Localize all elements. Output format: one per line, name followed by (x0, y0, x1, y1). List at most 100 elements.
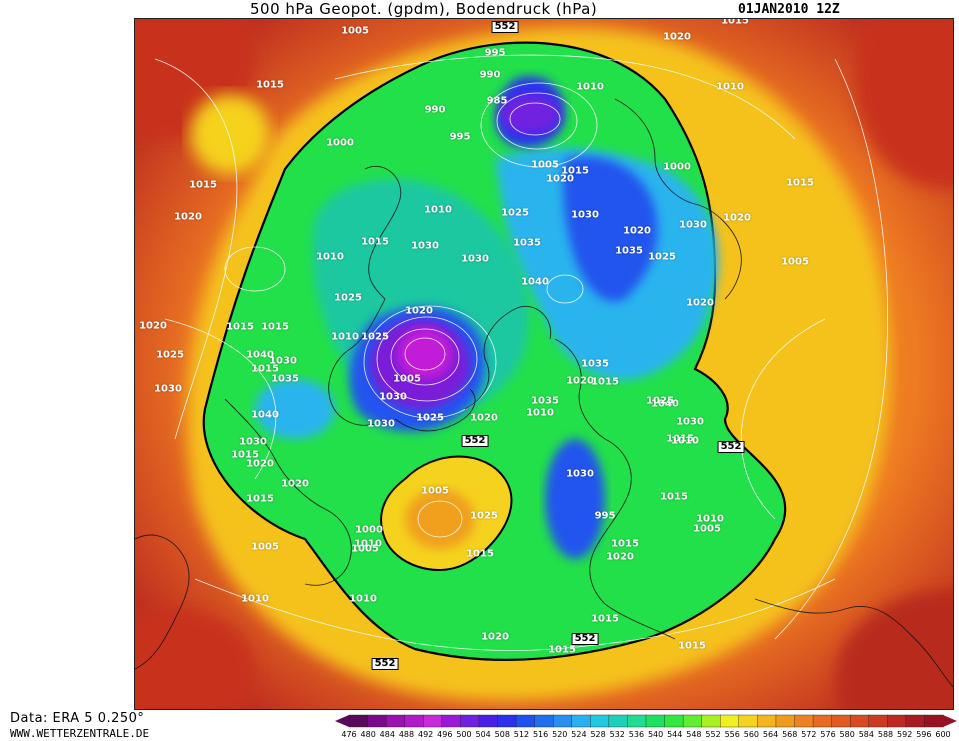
colorbar-swatch (831, 714, 851, 728)
colorbar-tick-label: 500 (456, 730, 471, 739)
website-link[interactable]: WWW.WETTERZENTRALE.DE (10, 727, 150, 740)
pressure-label: 1000 (326, 137, 354, 149)
isohypse-label-south: 552 (571, 633, 599, 645)
pressure-label: 1015 (261, 321, 289, 333)
colorbar-swatch (571, 714, 592, 728)
pressure-label: 1025 (648, 251, 676, 263)
pressure-label: 1030 (679, 219, 707, 231)
pressure-label: 1005 (251, 541, 279, 553)
colorbar-tick-label: 540 (648, 730, 663, 739)
pressure-label: 1020 (546, 173, 574, 185)
pressure-label: 1020 (481, 631, 509, 643)
colorbar-swatch (868, 714, 889, 728)
pressure-label: 995 (594, 510, 616, 522)
pressure-label: 1010 (354, 538, 382, 550)
pressure-label: 1015 (231, 449, 259, 461)
pressure-label: 1015 (361, 236, 389, 248)
pressure-label: 1005 (781, 256, 809, 268)
pressure-label: 995 (484, 47, 506, 59)
pressure-label: 1020 (405, 305, 433, 317)
pressure-label: 1025 (470, 510, 498, 522)
colorbar-tick-label: 568 (782, 730, 797, 739)
colorbar-swatch (534, 714, 554, 728)
colorbar-swatch (924, 714, 944, 728)
colorbar-swatch (701, 714, 721, 728)
isohypse-label-east: 552 (717, 441, 745, 453)
pressure-label: 1015 (721, 18, 749, 27)
colorbar-tick-label: 480 (361, 730, 376, 739)
pressure-label: 1020 (623, 225, 651, 237)
colorbar-tick-label: 484 (380, 730, 395, 739)
pressure-label: 1040 (651, 398, 679, 410)
colorbar-arrow-high (943, 715, 957, 727)
colorbar-swatch (887, 714, 907, 728)
colorbar-tick-label: 556 (725, 730, 740, 739)
colorbar-tick-label: 536 (629, 730, 644, 739)
colorbar-tick-label: 476 (341, 730, 356, 739)
colorbar-swatch (385, 714, 406, 728)
pressure-label: 1020 (663, 31, 691, 43)
colorbar-tick-label: 520 (552, 730, 567, 739)
pressure-label: 1020 (566, 375, 594, 387)
colorbar-swatch (441, 714, 462, 728)
corner-warm-ne (855, 19, 953, 189)
pressure-label: 1015 (666, 433, 694, 445)
colorbar-swatch (478, 714, 499, 728)
corner-warm-se (835, 589, 953, 709)
pressure-label: 1005 (393, 373, 421, 385)
colorbar-tick-label: 532 (610, 730, 625, 739)
pressure-label: 1025 (334, 292, 362, 304)
pressure-label: 1030 (239, 436, 267, 448)
colorbar-tick-label: 524 (571, 730, 586, 739)
pressure-label: 1015 (226, 321, 254, 333)
colorbar-arrow-low (335, 715, 349, 727)
pressure-label: 1010 (576, 81, 604, 93)
pressure-label: 1010 (349, 593, 377, 605)
ridge-orange-core (405, 489, 475, 549)
magenta-core (397, 328, 453, 380)
colorbar-tick-label: 548 (686, 730, 701, 739)
pressure-label: 1035 (615, 245, 643, 257)
pressure-label: 1000 (663, 161, 691, 173)
pressure-label: 1010 (716, 81, 744, 93)
colorbar-tick-label: 600 (935, 730, 950, 739)
pressure-label: 1015 (466, 548, 494, 560)
pressure-label: 1015 (548, 644, 576, 656)
colorbar-swatch (738, 714, 759, 728)
pressure-label: 1005 (421, 485, 449, 497)
colorbar-swatch (404, 714, 424, 728)
colorbar-tick-label: 596 (916, 730, 931, 739)
pressure-label: 1015 (256, 79, 284, 91)
colorbar-swatch (497, 714, 517, 728)
pressure-label: 1040 (251, 409, 279, 421)
pressure-label: 1030 (461, 253, 489, 265)
pressure-label: 1035 (513, 237, 541, 249)
colorbar-tick-label: 580 (840, 730, 855, 739)
pressure-label: 1030 (571, 209, 599, 221)
colorbar-tick-label: 528 (590, 730, 605, 739)
isobars (154, 54, 888, 651)
data-source: Data: ERA 5 0.250° (10, 711, 145, 726)
pressure-label: 1040 (521, 276, 549, 288)
footer-credits: Data: ERA 5 0.250° WWW.WETTERZENTRALE.DE (10, 711, 149, 741)
yellow-blob-nw (190, 94, 270, 174)
pressure-label: 1025 (646, 395, 674, 407)
pressure-label: 1010 (331, 331, 359, 343)
colorbar-tick-label: 496 (437, 730, 452, 739)
colorbar-swatch (812, 714, 833, 728)
pressure-label: 1025 (416, 412, 444, 424)
pressure-label: 1020 (174, 211, 202, 223)
pressure-label: 1015 (611, 538, 639, 550)
colorbar-swatch (367, 714, 387, 728)
colorbar-tick-label: 552 (705, 730, 720, 739)
pressure-label: 1030 (269, 355, 297, 367)
pressure-label: 990 (479, 69, 501, 81)
map-panel: 1005 995 1020 1015 990 1010 985 1015 1000 995 990 1… (134, 18, 954, 710)
pressure-label: 1030 (411, 240, 439, 252)
map-title: 500 hPa Geopot. (gpdm), Bodendruck (hPa) (250, 0, 598, 18)
pressure-label: 1015 (591, 376, 619, 388)
colorbar-tick-label: 572 (801, 730, 816, 739)
colorbar-tick-label: 492 (418, 730, 433, 739)
coastlines (135, 98, 953, 688)
colorbar-tick-label: 512 (514, 730, 529, 739)
